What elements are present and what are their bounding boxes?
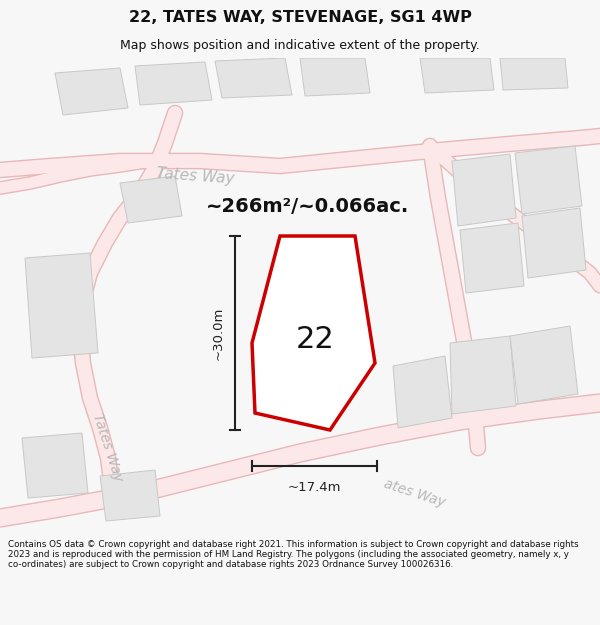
Text: 22: 22 (296, 326, 334, 354)
Polygon shape (500, 58, 568, 90)
Text: 22, TATES WAY, STEVENAGE, SG1 4WP: 22, TATES WAY, STEVENAGE, SG1 4WP (128, 10, 472, 25)
Polygon shape (420, 58, 494, 93)
Polygon shape (522, 208, 586, 278)
Text: Tates Way: Tates Way (155, 166, 235, 186)
Text: Tates Way: Tates Way (91, 412, 125, 484)
Polygon shape (120, 176, 182, 223)
Polygon shape (452, 154, 516, 226)
Text: Contains OS data © Crown copyright and database right 2021. This information is : Contains OS data © Crown copyright and d… (8, 539, 578, 569)
Polygon shape (135, 62, 212, 105)
Text: Map shows position and indicative extent of the property.: Map shows position and indicative extent… (120, 39, 480, 52)
Polygon shape (55, 68, 128, 115)
Polygon shape (393, 356, 452, 428)
Text: ~266m²/~0.066ac.: ~266m²/~0.066ac. (206, 196, 410, 216)
Polygon shape (510, 326, 578, 404)
Text: ~17.4m: ~17.4m (288, 481, 341, 494)
Text: ~30.0m: ~30.0m (212, 306, 225, 359)
Polygon shape (25, 253, 98, 358)
Polygon shape (100, 470, 160, 521)
Polygon shape (460, 223, 524, 293)
Text: ates Way: ates Way (382, 476, 448, 509)
Polygon shape (215, 58, 292, 98)
Polygon shape (515, 146, 582, 214)
Polygon shape (450, 336, 516, 414)
Polygon shape (252, 236, 375, 430)
Polygon shape (300, 58, 370, 96)
Polygon shape (22, 433, 88, 498)
